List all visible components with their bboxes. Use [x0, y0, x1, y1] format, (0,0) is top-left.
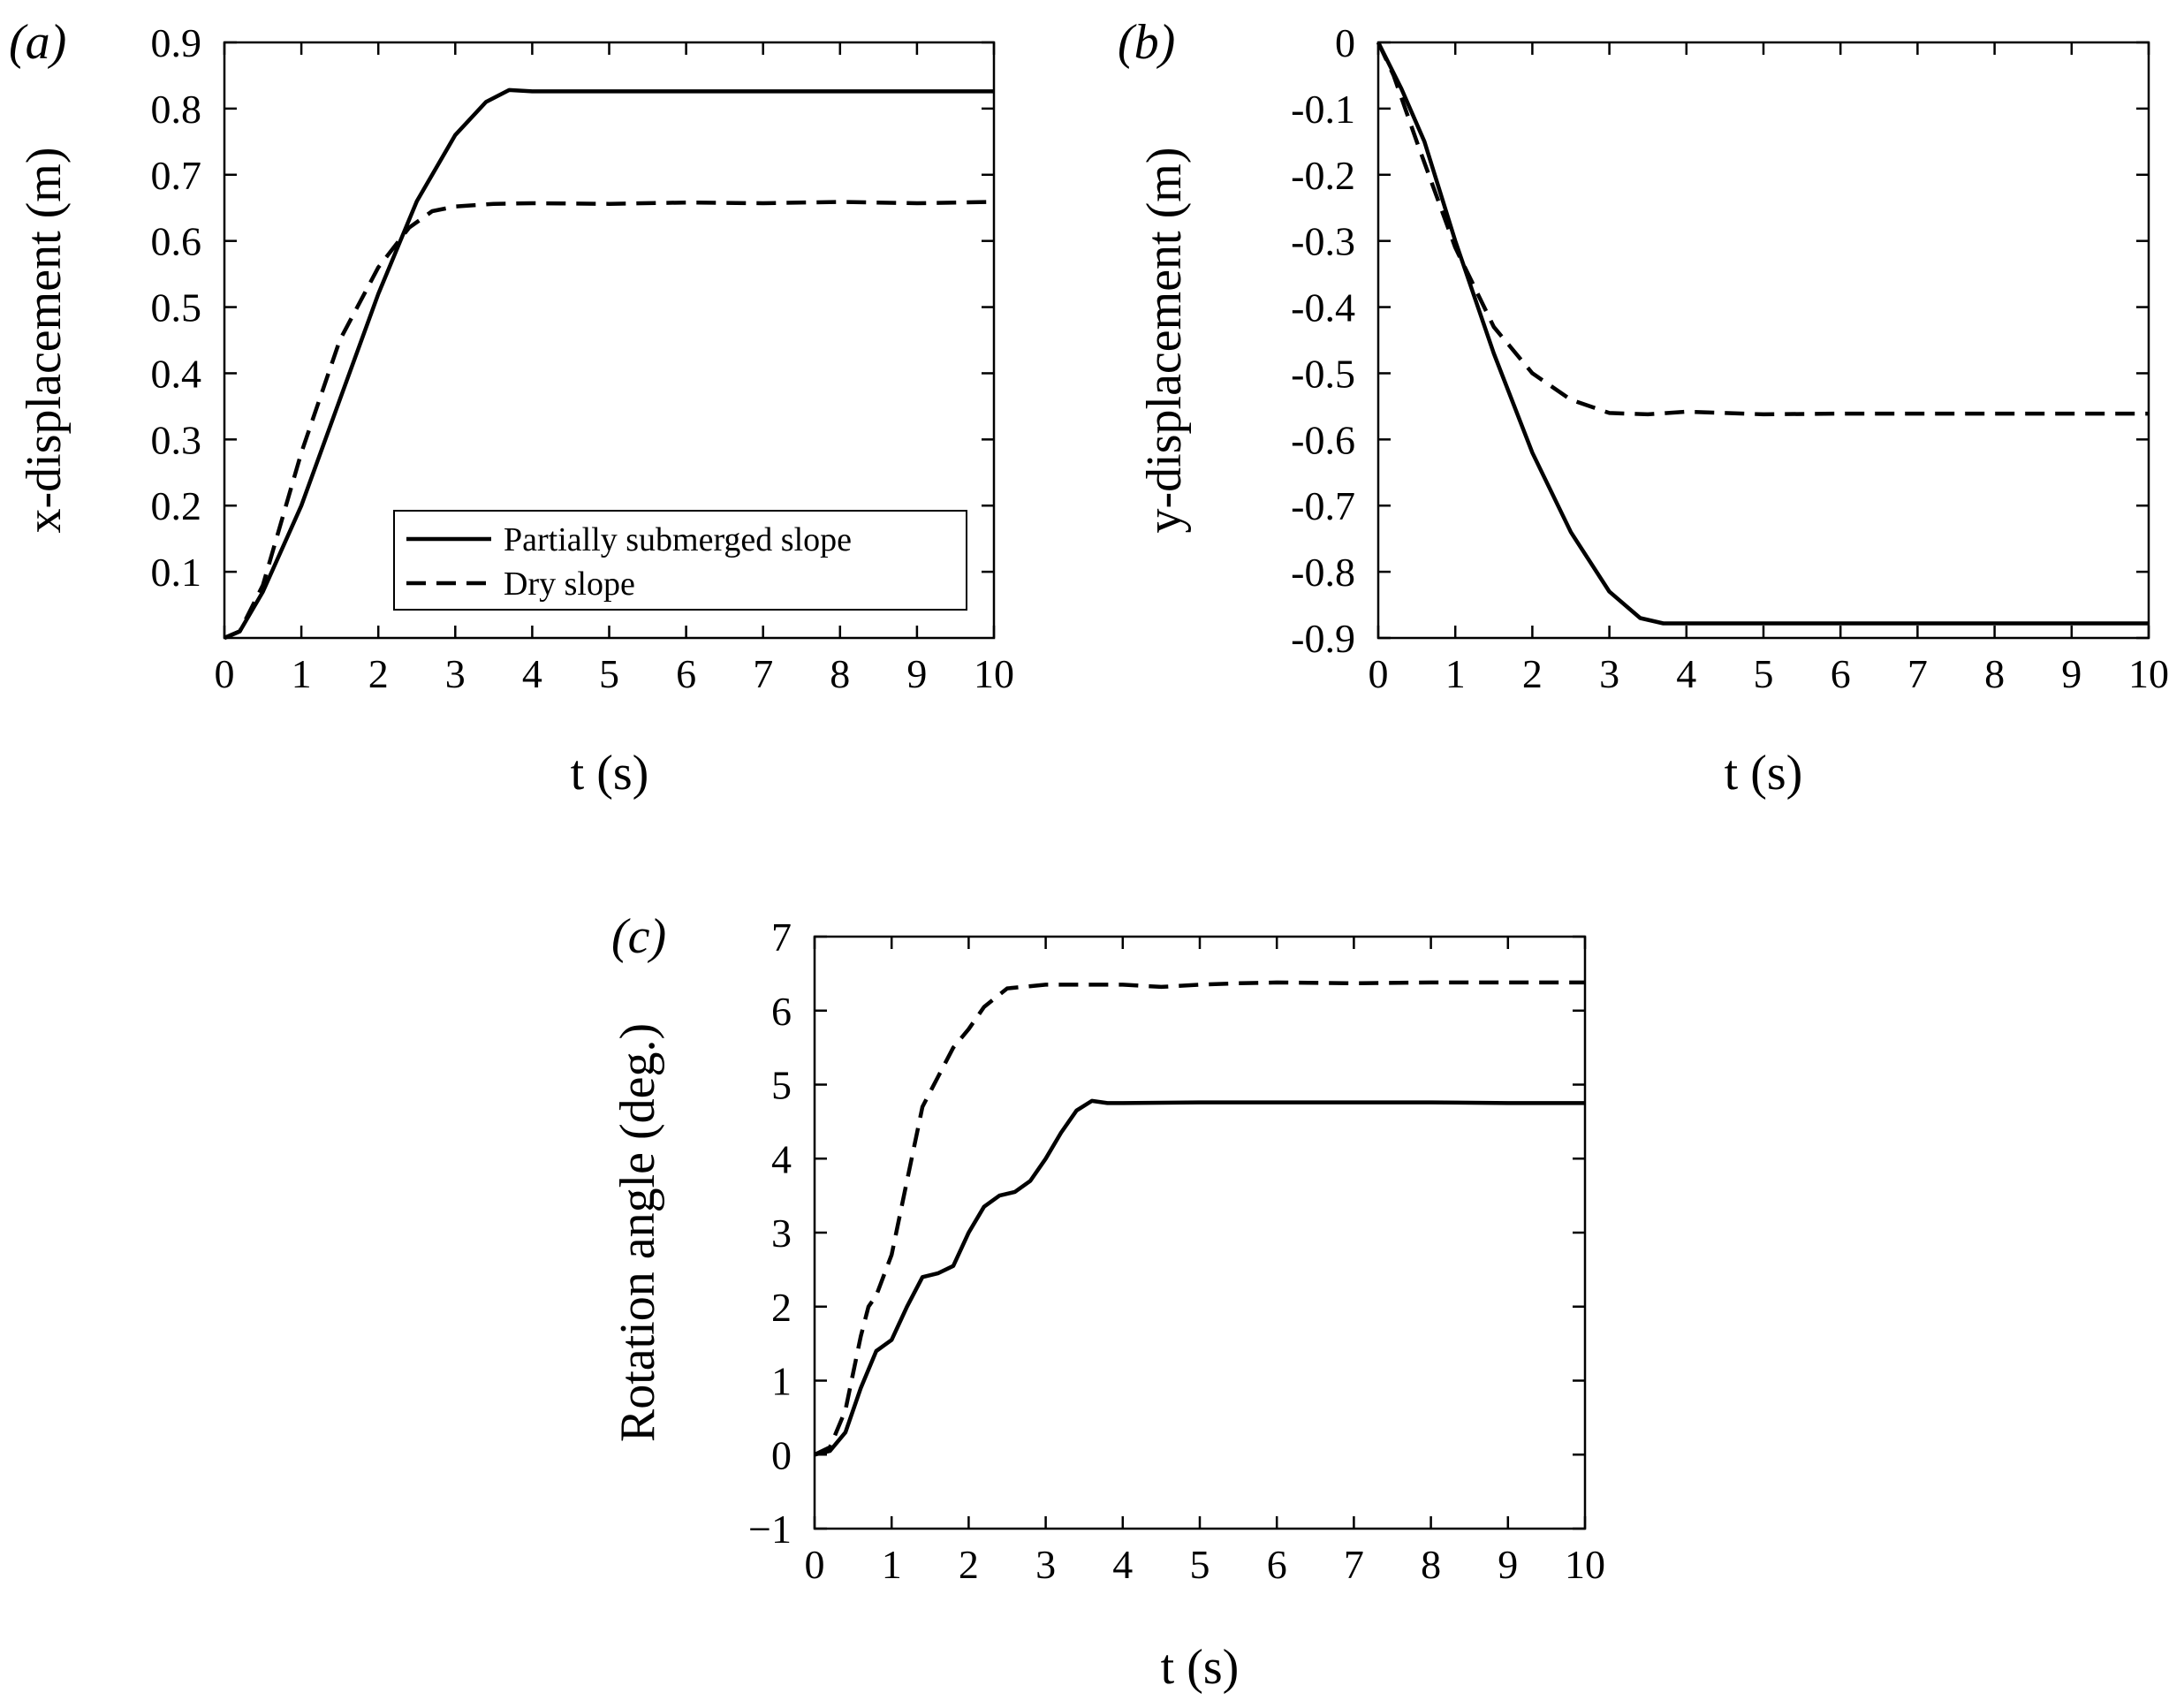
legend-box — [393, 510, 967, 611]
series-dry-slope — [1376, 42, 2149, 417]
y-axis-title: y-displacement (m) — [1137, 148, 1192, 534]
x-axis-title: t (s) — [571, 746, 649, 801]
y-tick-label: -0.7 — [1291, 483, 1355, 528]
y-tick-label: 3 — [771, 1211, 792, 1256]
x-tick-label: 5 — [1190, 1542, 1210, 1587]
y-tick-label: 0.2 — [151, 483, 202, 528]
y-tick-label: 6 — [771, 989, 792, 1034]
y-tick-label: 0.6 — [151, 219, 202, 264]
x-tick-label: 2 — [368, 651, 389, 696]
x-tick-label: 4 — [522, 651, 542, 696]
y-tick-label: -0.6 — [1291, 417, 1355, 462]
y-tick-label: 0.5 — [151, 285, 202, 330]
y-tick-label: −1 — [748, 1507, 792, 1552]
y-tick-label: -0.9 — [1291, 616, 1355, 661]
y-tick-label: 0 — [771, 1432, 792, 1477]
x-tick-label: 7 — [1344, 1542, 1364, 1587]
x-tick-label: 1 — [1445, 651, 1466, 696]
y-tick-label: -0.8 — [1291, 550, 1355, 595]
panel-label: (b) — [1118, 15, 1175, 70]
y-tick-label: 7 — [771, 915, 792, 960]
x-tick-label: 9 — [2061, 651, 2082, 696]
y-tick-label: -0.1 — [1291, 87, 1355, 132]
y-tick-label: 0 — [1335, 20, 1355, 65]
y-tick-label: 2 — [771, 1285, 792, 1330]
x-tick-label: 4 — [1676, 651, 1696, 696]
x-tick-label: 10 — [2128, 651, 2169, 696]
panel-label: (c) — [611, 909, 666, 964]
x-tick-label: 7 — [1907, 651, 1928, 696]
y-tick-label: 4 — [771, 1136, 792, 1181]
x-tick-label: 10 — [974, 651, 1014, 696]
x-tick-label: 1 — [882, 1542, 902, 1587]
x-axis-title: t (s) — [1725, 746, 1803, 801]
y-tick-label: -0.3 — [1291, 219, 1355, 264]
y-tick-label: 5 — [771, 1063, 792, 1108]
x-tick-label: 7 — [753, 651, 773, 696]
x-tick-label: 10 — [1565, 1542, 1605, 1587]
x-tick-label: 8 — [1421, 1542, 1441, 1587]
y-tick-label: 0.4 — [151, 351, 202, 396]
series-partially-submerged-slope — [814, 1098, 1585, 1457]
x-tick-label: 0 — [215, 651, 235, 696]
x-tick-label: 6 — [676, 651, 696, 696]
y-axis-title: x-displacement (m) — [17, 148, 72, 534]
x-tick-label: 3 — [1599, 651, 1619, 696]
plot-frame — [813, 935, 1587, 1530]
y-tick-label: 0.7 — [151, 153, 202, 198]
y-axis-title: Rotation angle (deg.) — [610, 1023, 665, 1442]
x-tick-label: 1 — [292, 651, 312, 696]
x-tick-label: 6 — [1267, 1542, 1287, 1587]
x-axis-title: t (s) — [1161, 1640, 1240, 1695]
panel-a: 0 1 2 3 4 5 6 7 8 9 10 0.1 0.2 0.3 0.4 0.5 0.6 0.7 0.8 0.9 (… — [9, 15, 1014, 801]
y-tick-label: 1 — [771, 1359, 792, 1404]
legend-entry: Partially submerged slope — [504, 521, 852, 558]
x-tick-label: 0 — [805, 1542, 825, 1587]
series-dry-slope — [814, 980, 1585, 1457]
x-tick-label: 9 — [1498, 1542, 1518, 1587]
x-tick-label: 5 — [1754, 651, 1774, 696]
x-tick-label: 3 — [445, 651, 466, 696]
y-tick-label: 0.8 — [151, 87, 202, 132]
y-tick-label: -0.2 — [1291, 153, 1355, 198]
series-partially-submerged-slope — [224, 87, 994, 641]
plot-frame — [1376, 41, 2150, 640]
y-tick-label: 0.1 — [151, 550, 202, 595]
x-tick-label: 8 — [830, 651, 850, 696]
y-tick-label: 0.3 — [151, 417, 202, 462]
x-tick-label: 3 — [1035, 1542, 1056, 1587]
panel-label: (a) — [9, 15, 66, 70]
y-tick-label: -0.4 — [1291, 285, 1355, 330]
legend-entry: Dry slope — [504, 566, 635, 603]
x-tick-label: 4 — [1112, 1542, 1133, 1587]
x-tick-label: 5 — [599, 651, 619, 696]
panel-b: 0 1 2 3 4 5 6 7 8 9 10 0 -0.1 -0.2 -0.3 -0.4 -0.5 -0.6 -0.… — [1118, 15, 2169, 801]
x-tick-label: 2 — [1522, 651, 1543, 696]
series-partially-submerged-slope — [1376, 41, 2149, 626]
panel-c: 0 1 2 3 4 5 6 7 8 9 10 −1 0 1 2 3 4 5 6 7 (c) t (s) Rotation a… — [610, 909, 1605, 1695]
series-dry-slope — [224, 200, 995, 641]
y-tick-label: 0.9 — [151, 20, 202, 65]
x-tick-label: 9 — [906, 651, 927, 696]
x-tick-label: 6 — [1831, 651, 1851, 696]
x-tick-label: 0 — [1369, 651, 1389, 696]
x-tick-label: 8 — [1984, 651, 2005, 696]
y-tick-label: -0.5 — [1291, 351, 1355, 396]
x-tick-label: 2 — [959, 1542, 979, 1587]
